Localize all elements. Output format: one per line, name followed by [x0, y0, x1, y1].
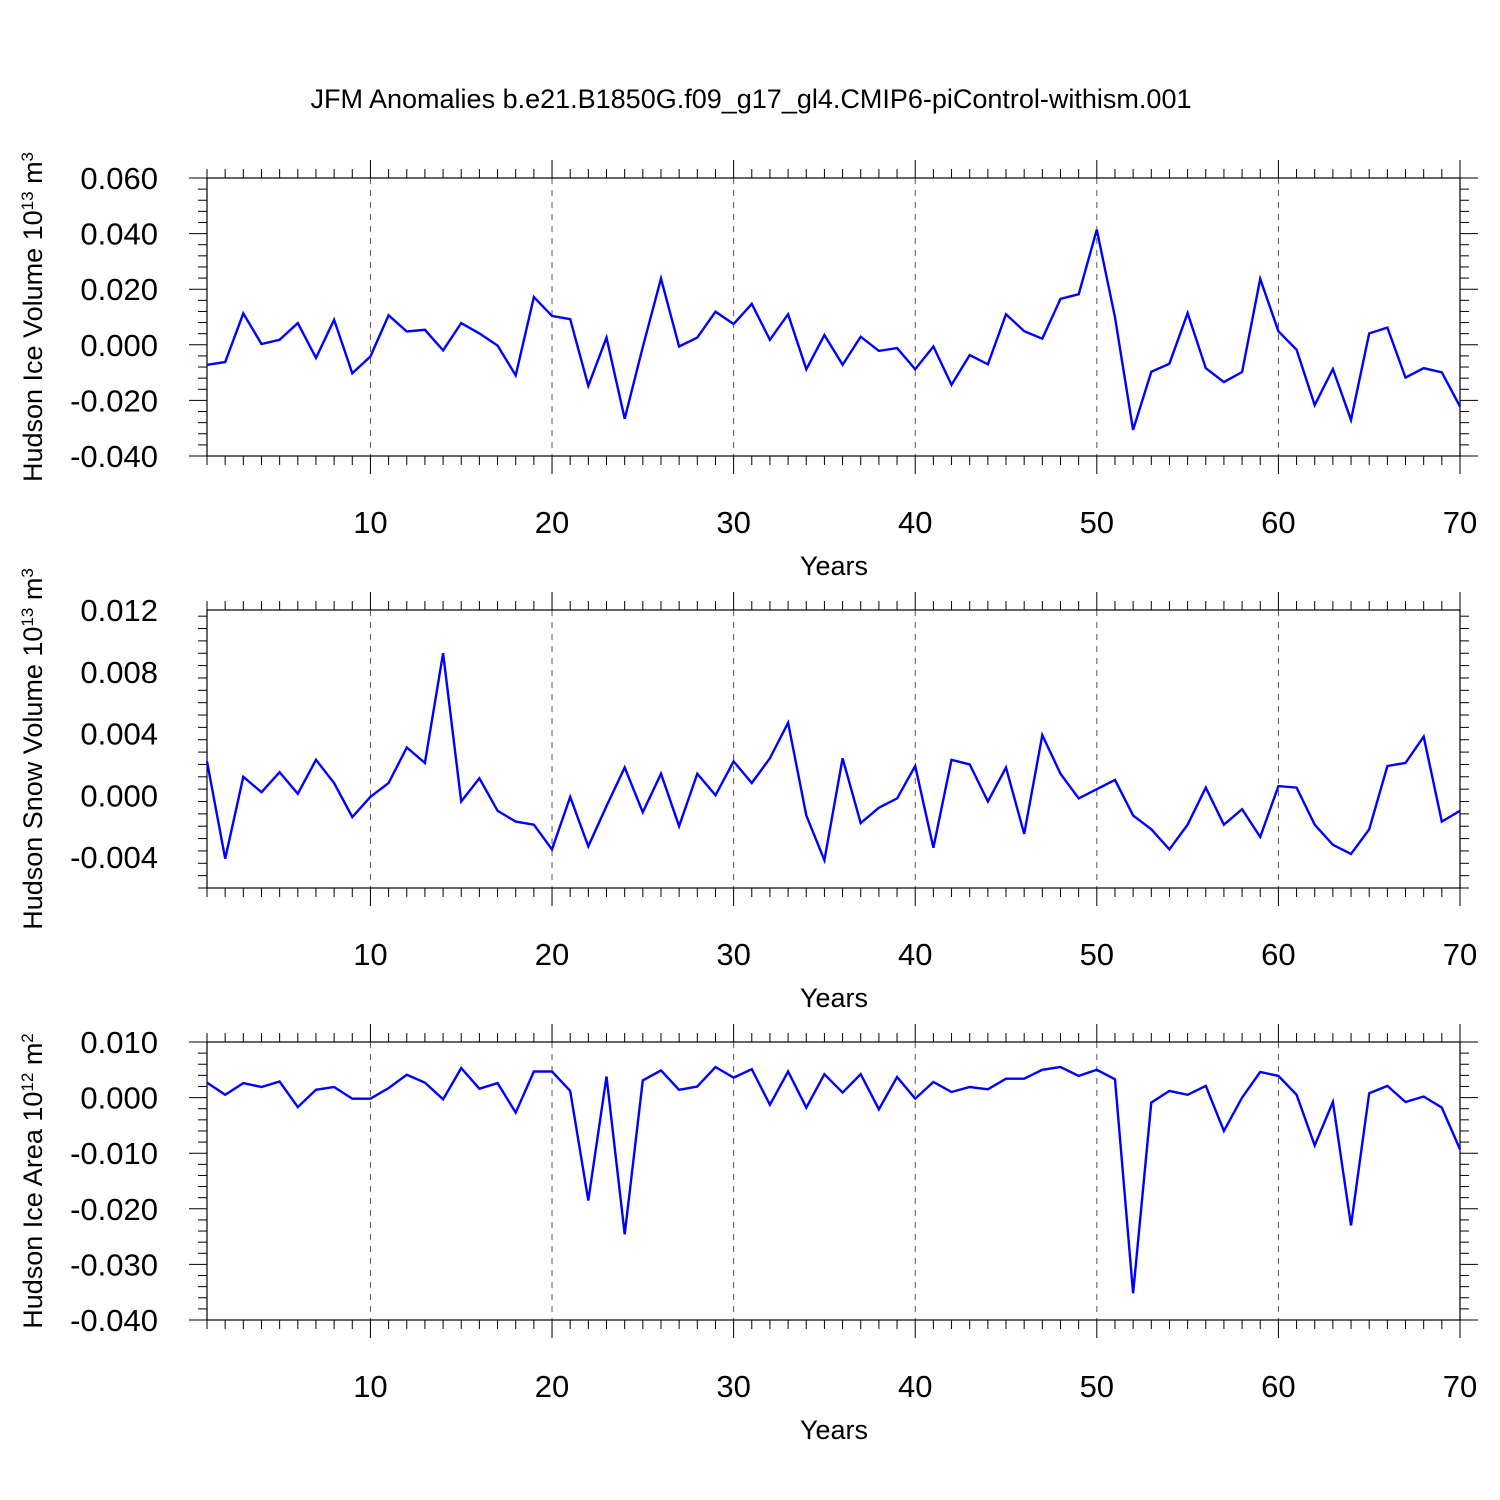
y-tick-label: -0.030 [70, 1247, 158, 1282]
panel-2: 10 20 30 40 50 60 70 -0.004 0.000 0.004 0.008 0.012… [18, 568, 1478, 1013]
x-tick-label: 60 [1261, 937, 1295, 972]
x-tick-label: 70 [1443, 1369, 1477, 1404]
x-tick-label: 30 [716, 937, 750, 972]
y-tick-label: -0.004 [70, 840, 158, 875]
plot-frame [206, 1041, 1461, 1321]
y-axis-label-text: Hudson Ice Area 10 [18, 1092, 48, 1329]
x-tick-label: 50 [1080, 937, 1114, 972]
x-tick-label: 40 [898, 1369, 932, 1404]
y-tick-label: -0.010 [70, 1136, 158, 1171]
x-tick-label: 20 [535, 937, 569, 972]
y-axis-label: Hudson Ice Area 1012 m2 [18, 1033, 48, 1329]
x-tick-label: 10 [353, 505, 387, 540]
x-tick-label: 60 [1261, 1369, 1295, 1404]
y-axis-label-unit: m [18, 1043, 48, 1073]
series-line [206, 1065, 1462, 1294]
x-axis-label: Years [800, 983, 868, 1013]
x-tick-label: 10 [353, 937, 387, 972]
x-tick-label: 50 [1080, 1369, 1114, 1404]
y-axis-label-sup2: 3 [18, 568, 37, 577]
y-tick-label: 0.000 [80, 778, 158, 813]
panel-3: 10 20 30 40 50 60 70 -0.040 -0.030 -0.020 -0.010 0.… [18, 1024, 1478, 1445]
y-tick-label: 0.004 [80, 717, 158, 752]
x-tick-label: 30 [716, 1369, 750, 1404]
y-tick-label: 0.020 [80, 272, 158, 307]
y-tick-label: 0.040 [80, 217, 158, 252]
y-axis-label-sup2: 3 [18, 152, 37, 161]
main-title: JFM Anomalies b.e21.B1850G.f09_g17_gl4.C… [311, 84, 1192, 114]
y-axis-label-text: Hudson Snow Volume 10 [18, 627, 48, 930]
y-tick-label: 0.010 [80, 1025, 158, 1060]
y-tick-label: 0.060 [80, 161, 158, 196]
y-axis-label-text: Hudson Ice Volume 10 [18, 210, 48, 482]
y-tick-label: -0.040 [70, 1303, 158, 1338]
x-tick-label: 40 [898, 937, 932, 972]
x-tick-label: 10 [353, 1369, 387, 1404]
series-line [206, 229, 1462, 431]
x-tick-label: 20 [535, 1369, 569, 1404]
y-tick-label: -0.020 [70, 1192, 158, 1227]
x-tick-label: 70 [1443, 937, 1477, 972]
plot-frame [206, 177, 1461, 457]
y-tick-label: 0.000 [80, 328, 158, 363]
x-axis-label: Years [800, 551, 868, 581]
panel-1: 10 20 30 40 50 60 70 -0.040 -0.020 0.000 0.020 0.04… [18, 152, 1478, 581]
y-axis-label-sup2: 2 [18, 1033, 37, 1042]
x-tick-label: 70 [1443, 505, 1477, 540]
x-tick-label: 50 [1080, 505, 1114, 540]
x-tick-label: 60 [1261, 505, 1295, 540]
y-axis-label: Hudson Snow Volume 1013 m3 [18, 568, 48, 930]
x-tick-label: 40 [898, 505, 932, 540]
x-axis-label: Years [800, 1415, 868, 1445]
y-tick-label: -0.040 [70, 439, 158, 474]
x-tick-label: 30 [716, 505, 750, 540]
x-tick-label: 20 [535, 505, 569, 540]
y-tick-label: -0.020 [70, 383, 158, 418]
y-tick-label: 0.012 [80, 593, 158, 628]
plot-frame [206, 609, 1461, 889]
y-axis-label: Hudson Ice Volume 1013 m3 [18, 152, 48, 482]
series-line [205, 653, 1461, 865]
y-axis-label-sup1: 12 [18, 1073, 37, 1092]
y-axis-label-unit: m [18, 578, 48, 608]
y-axis-label-unit: m [18, 161, 48, 191]
y-axis-label-sup1: 13 [18, 608, 37, 627]
y-tick-label: 0.000 [80, 1081, 158, 1116]
y-axis-label-sup1: 13 [18, 191, 37, 210]
y-tick-label: 0.008 [80, 655, 158, 690]
